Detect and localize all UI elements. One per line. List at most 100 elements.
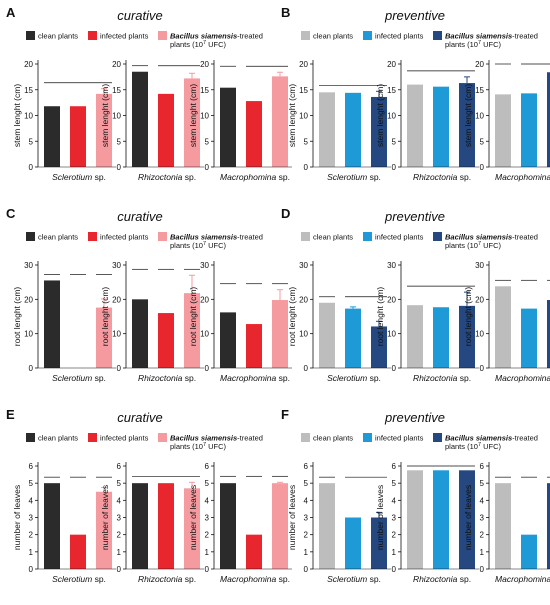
bar xyxy=(220,483,236,569)
subplot: 0 10 20 30 root lenght (cm) Sclerotium sp. xyxy=(12,261,116,383)
subplot: 0 5 10 15 20 stem lenght (cm) Sclerotium sp. xyxy=(287,60,391,182)
subplot: 0 10 20 30 root lenght (cm) Sclerotium sp. xyxy=(287,261,391,383)
legend-entry: infected plants xyxy=(100,434,149,443)
legend-swatch xyxy=(26,433,35,442)
legend-swatch xyxy=(301,31,310,40)
y-tick-label: 0 xyxy=(304,565,309,574)
y-tick-label: 1 xyxy=(480,548,485,557)
bar xyxy=(246,324,262,368)
x-axis-label: Sclerotium sp. xyxy=(52,574,106,584)
legend-swatch xyxy=(363,433,372,442)
legend-swatch xyxy=(88,232,97,241)
y-tick-label: 5 xyxy=(117,479,122,488)
x-axis-label: Sclerotium sp. xyxy=(327,172,381,182)
y-tick-label: 4 xyxy=(304,496,309,505)
legend-entry-line2: plants (107 UFC) xyxy=(445,442,501,451)
y-tick-label: 5 xyxy=(480,137,485,146)
y-tick-label: 0 xyxy=(117,163,122,172)
y-tick-label: 5 xyxy=(117,137,122,146)
bar xyxy=(433,86,449,167)
legend-entry-line2: plants (107 UFC) xyxy=(170,442,226,451)
y-tick-label: 15 xyxy=(112,86,121,95)
x-axis-label: Sclerotium sp. xyxy=(327,373,381,383)
bar xyxy=(407,470,423,569)
bar xyxy=(407,305,423,368)
y-tick-label: 3 xyxy=(29,514,34,523)
legend-swatch xyxy=(301,433,310,442)
y-tick-label: 4 xyxy=(392,496,397,505)
bar xyxy=(272,76,288,167)
bar xyxy=(433,307,449,368)
y-tick-label: 20 xyxy=(200,60,209,69)
y-tick-label: 0 xyxy=(205,364,210,373)
legend-entry: infected plants xyxy=(375,32,424,41)
legend-entry-line2: plants (107 UFC) xyxy=(170,241,226,250)
legend-swatch xyxy=(363,232,372,241)
bar xyxy=(96,307,112,368)
y-tick-label: 30 xyxy=(200,261,209,270)
legend-entry: infected plants xyxy=(100,32,149,41)
bar xyxy=(319,302,335,368)
legend-swatch xyxy=(88,31,97,40)
y-axis-label: number of leaves xyxy=(287,485,297,550)
bar xyxy=(407,84,423,167)
x-axis-label: Sclerotium sp. xyxy=(327,574,381,584)
bar xyxy=(319,92,335,167)
bar xyxy=(132,299,148,368)
y-tick-label: 20 xyxy=(299,295,308,304)
y-tick-label: 6 xyxy=(480,462,485,471)
bar xyxy=(371,517,387,569)
bar xyxy=(70,106,86,167)
bar xyxy=(184,293,200,368)
legend-entry: infected plants xyxy=(375,434,424,443)
y-axis-label: number of leaves xyxy=(188,485,198,550)
bar xyxy=(371,96,387,167)
y-tick-label: 10 xyxy=(387,112,396,121)
bar xyxy=(132,71,148,167)
bar xyxy=(433,470,449,569)
subplot: 0 1 2 3 4 5 6 number of leaves Sclerotium sp. xyxy=(287,462,391,584)
y-tick-label: 2 xyxy=(117,531,122,540)
y-tick-label: 6 xyxy=(392,462,397,471)
x-axis-label: Macrophomina sp. xyxy=(495,373,550,383)
bar xyxy=(521,93,537,167)
legend-swatch xyxy=(433,433,442,442)
y-tick-label: 0 xyxy=(205,163,210,172)
bar xyxy=(158,483,174,569)
x-axis-label: Rhizoctonia sp. xyxy=(138,373,196,383)
bar xyxy=(132,483,148,569)
panel-letter: A xyxy=(6,5,16,20)
bar xyxy=(70,534,86,569)
y-axis-label: root lenght (cm) xyxy=(12,287,22,347)
x-axis-label: Macrophomina sp. xyxy=(220,373,290,383)
y-tick-label: 10 xyxy=(24,330,33,339)
legend-entry: Bacillus siamensis-treated xyxy=(170,233,263,242)
bar xyxy=(158,93,174,167)
y-tick-label: 0 xyxy=(29,565,34,574)
y-tick-label: 10 xyxy=(299,330,308,339)
bar xyxy=(246,534,262,569)
y-tick-label: 2 xyxy=(392,531,397,540)
y-tick-label: 30 xyxy=(299,261,308,270)
y-axis-label: stem lenght (cm) xyxy=(375,84,385,147)
legend-entry: clean plants xyxy=(313,434,353,443)
x-axis-label: Sclerotium sp. xyxy=(52,172,106,182)
subplot: 0 1 2 3 4 5 6 number of leaves Sclerotium sp. xyxy=(12,462,116,584)
panel-letter: F xyxy=(281,407,289,422)
y-axis-label: root lenght (cm) xyxy=(375,287,385,347)
legend-swatch xyxy=(433,232,442,241)
x-axis-label: Macrophomina sp. xyxy=(495,574,550,584)
bar xyxy=(495,483,511,569)
y-tick-label: 10 xyxy=(475,330,484,339)
y-tick-label: 1 xyxy=(392,548,397,557)
y-axis-label: stem lenght (cm) xyxy=(287,84,297,147)
legend-swatch xyxy=(158,31,167,40)
bar xyxy=(521,308,537,368)
y-tick-label: 0 xyxy=(392,364,397,373)
panel-title: curative xyxy=(117,209,163,224)
y-tick-label: 5 xyxy=(304,479,309,488)
y-tick-label: 0 xyxy=(304,163,309,172)
